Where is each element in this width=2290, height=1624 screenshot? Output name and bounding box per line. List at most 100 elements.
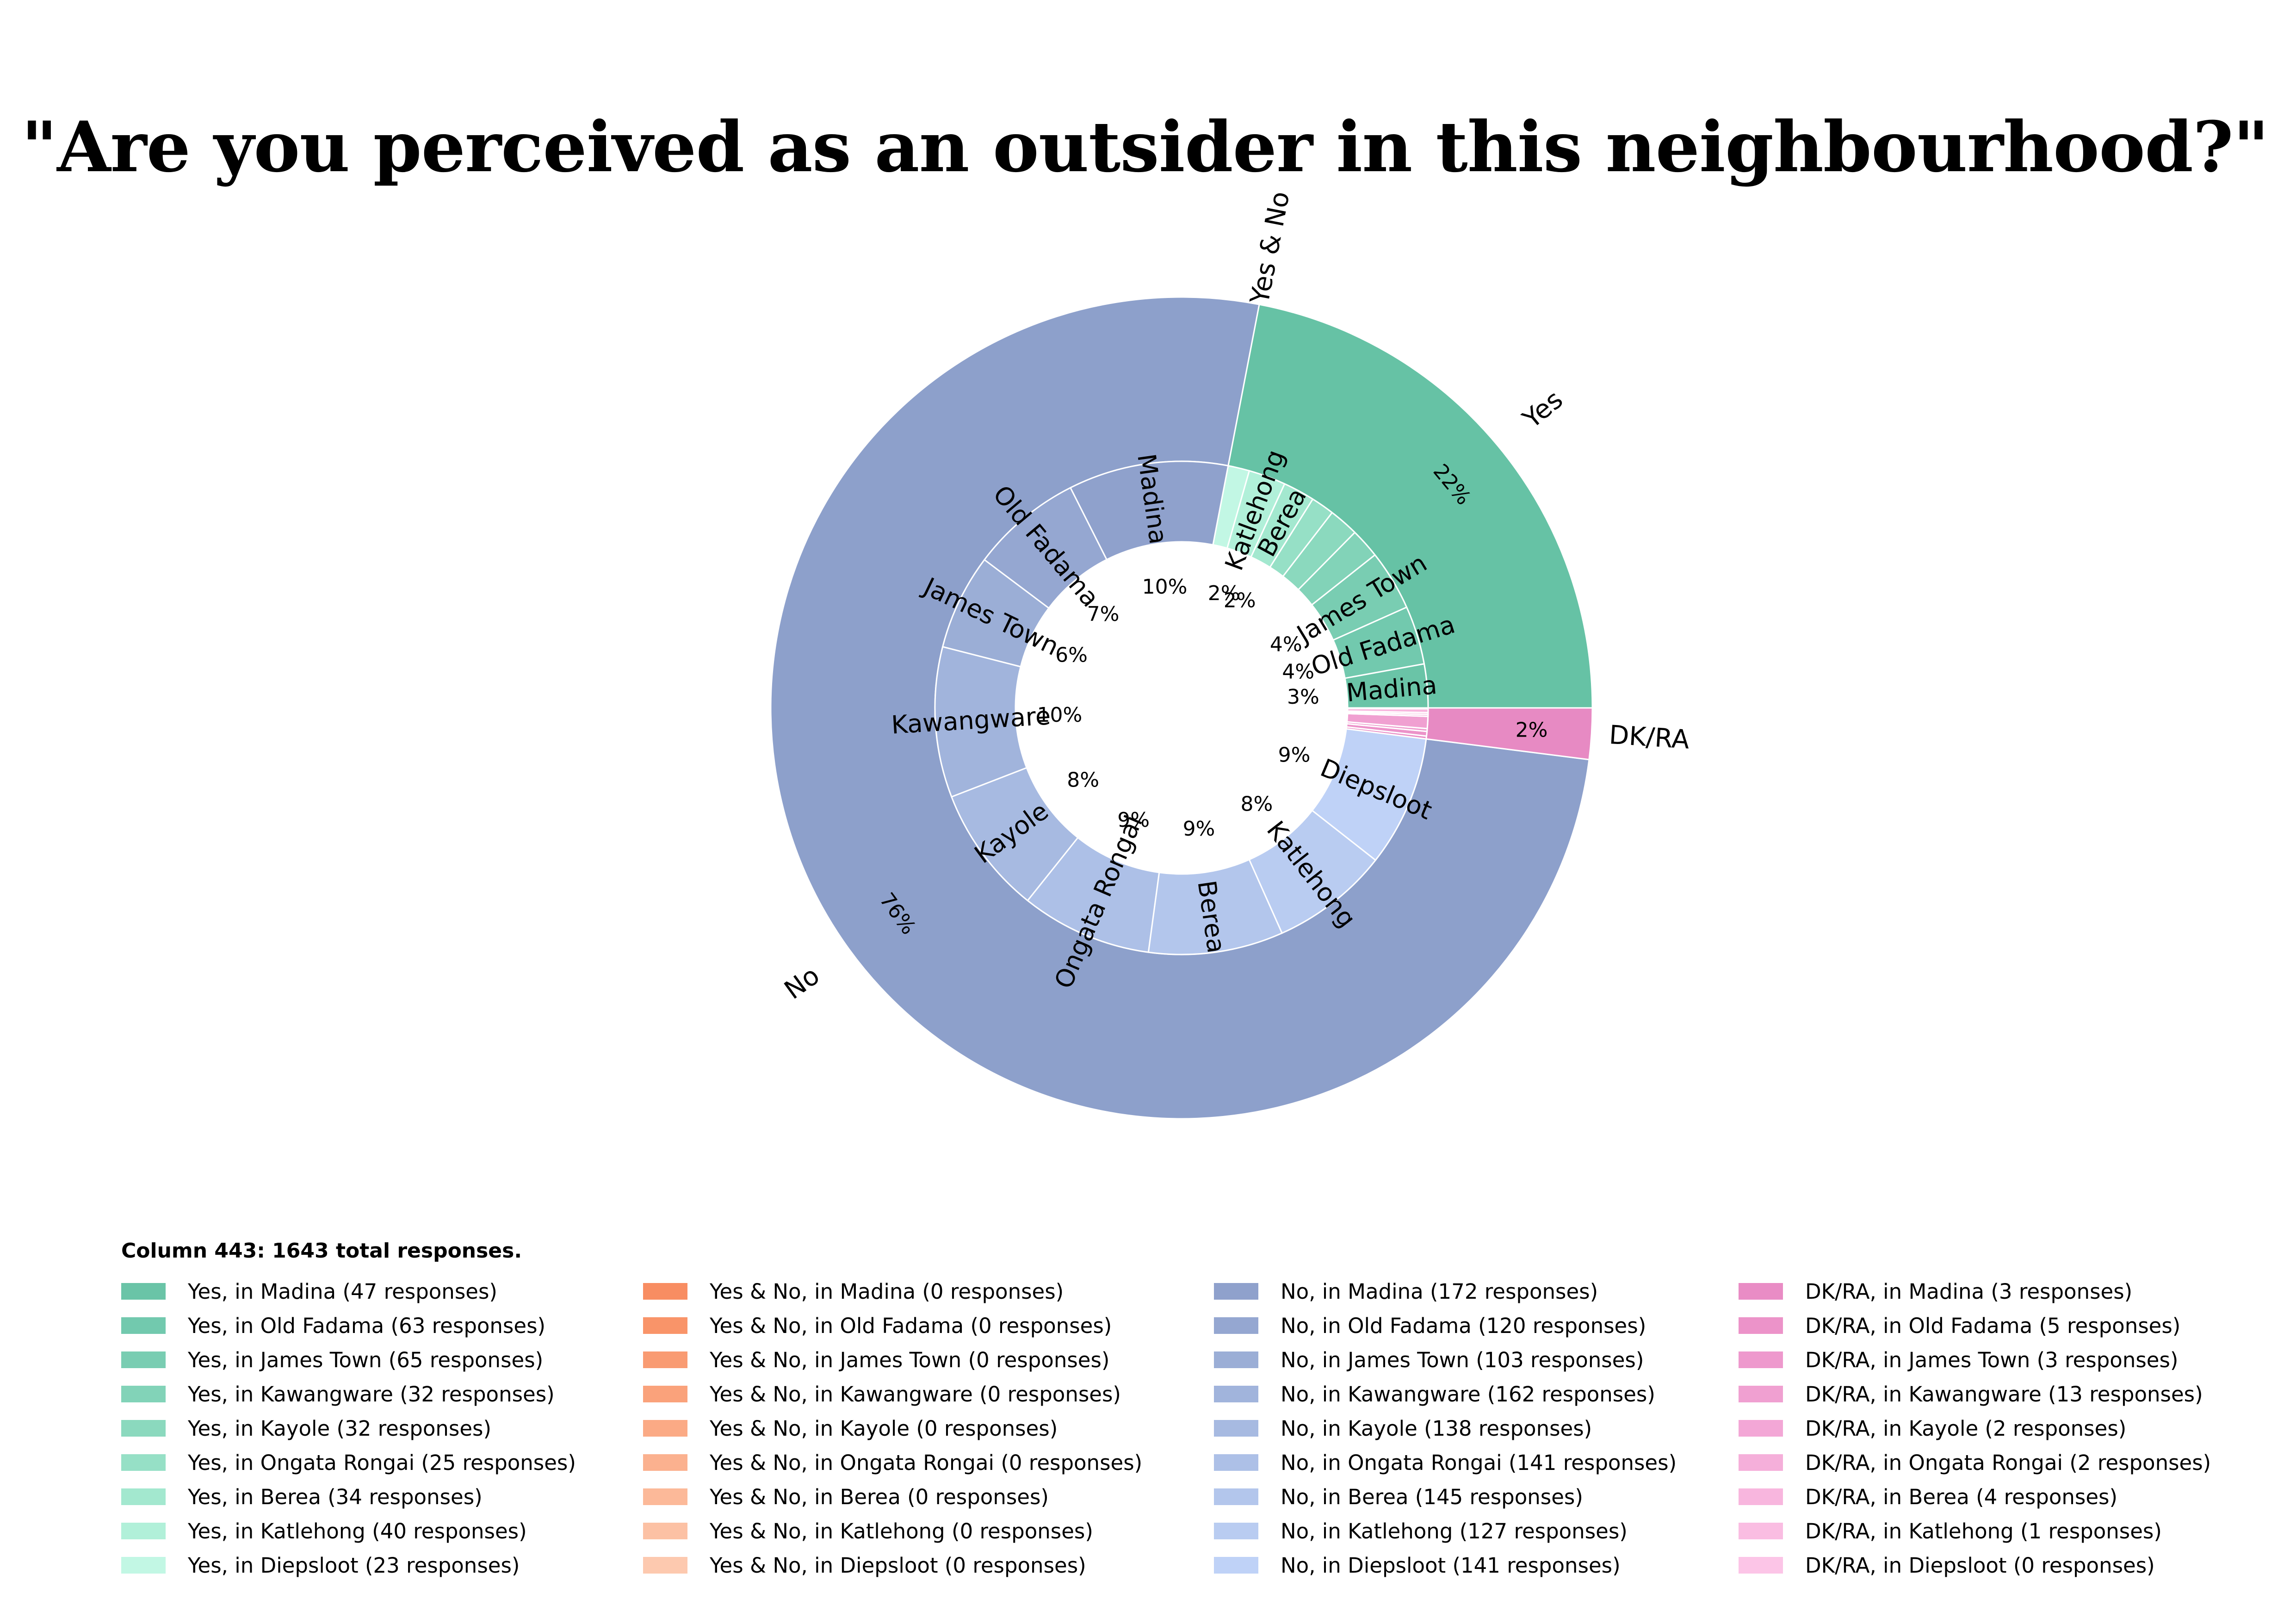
legend-item: Yes, in Kawangware (32 responses) [121, 1377, 649, 1411]
legend-item: Yes & No, in Kawangware (0 responses) [643, 1377, 1170, 1411]
legend-label: Yes, in Ongata Rongai (25 responses) [188, 1450, 576, 1475]
legend-label: DK/RA, in Kawangware (13 responses) [1805, 1382, 2203, 1407]
legend-label: Yes, in Diepsloot (23 responses) [188, 1553, 520, 1578]
inner-pct-no-14: 9% [1117, 808, 1150, 832]
legend-label: DK/RA, in Berea (4 responses) [1805, 1484, 2117, 1509]
legend-item: Yes & No, in Katlehong (0 responses) [643, 1514, 1170, 1548]
legend-swatch [643, 1283, 687, 1300]
legend-item: No, in Madina (172 responses) [1214, 1274, 1741, 1308]
legend-label: Yes & No, in Ongata Rongai (0 responses) [710, 1450, 1143, 1475]
legend-swatch [643, 1386, 687, 1402]
legend-item: Yes & No, in Diepsloot (0 responses) [643, 1548, 1170, 1582]
inner-pct-yes-0: 3% [1287, 685, 1319, 709]
legend-swatch [1739, 1420, 1783, 1437]
legend-label: Yes & No, in Madina (0 responses) [710, 1279, 1064, 1304]
legend-label: No, in Kayole (138 responses) [1281, 1416, 1592, 1441]
legend-label: No, in Madina (172 responses) [1281, 1279, 1598, 1304]
inner-pct-no-12: 10% [1037, 703, 1083, 727]
legend-swatch [121, 1557, 166, 1574]
legend-swatch [121, 1317, 166, 1334]
legend-item: Yes, in Kayole (32 responses) [121, 1411, 649, 1445]
legend-swatch [1739, 1557, 1783, 1574]
legend-swatch [643, 1557, 687, 1574]
legend-item: DK/RA, in Berea (4 responses) [1739, 1480, 2266, 1514]
legend-swatch [1214, 1351, 1258, 1368]
legend-swatch [1214, 1454, 1258, 1471]
legend-item: Yes & No, in Old Fadama (0 responses) [643, 1308, 1170, 1343]
inner-pct-no-17: 9% [1278, 743, 1311, 767]
legend-label: DK/RA, in James Town (3 responses) [1805, 1347, 2179, 1372]
legend-column-yes: Yes, in Madina (47 responses) Yes, in Old… [121, 1274, 649, 1582]
inner-pct-no-10: 7% [1087, 602, 1120, 626]
legend: Column 443: 1643 total responses. Yes, i… [121, 1239, 2249, 1578]
legend-label: Yes, in Kayole (32 responses) [188, 1416, 492, 1441]
legend-label: Yes & No, in Berea (0 responses) [710, 1484, 1049, 1509]
legend-item: DK/RA, in Diepsloot (0 responses) [1739, 1548, 2266, 1582]
legend-swatch [1739, 1523, 1783, 1539]
inner-slice-dk-ra-25 [1347, 707, 1429, 710]
legend-column-yes-no: Yes & No, in Madina (0 responses) Yes & N… [643, 1274, 1170, 1582]
legend-label: Yes, in Kawangware (32 responses) [188, 1382, 555, 1407]
legend-label: Yes & No, in Diepsloot (0 responses) [710, 1553, 1086, 1578]
legend-item: Yes, in Katlehong (40 responses) [121, 1514, 649, 1548]
legend-item: DK/RA, in Ongata Rongai (2 responses) [1739, 1445, 2266, 1480]
legend-swatch [121, 1488, 166, 1505]
legend-swatch [643, 1420, 687, 1437]
legend-swatch [121, 1351, 166, 1368]
legend-swatch [643, 1454, 687, 1471]
legend-item: Yes, in Old Fadama (63 responses) [121, 1308, 649, 1343]
legend-item: Yes & No, in Kayole (0 responses) [643, 1411, 1170, 1445]
legend-swatch [1214, 1386, 1258, 1402]
legend-label: DK/RA, in Ongata Rongai (2 responses) [1805, 1450, 2211, 1475]
legend-item: No, in Kayole (138 responses) [1214, 1411, 1741, 1445]
legend-item: No, in Diepsloot (141 responses) [1214, 1548, 1741, 1582]
legend-item: Yes, in James Town (65 responses) [121, 1343, 649, 1377]
legend-swatch [1739, 1386, 1783, 1402]
legend-label: No, in James Town (103 responses) [1281, 1347, 1644, 1372]
legend-swatch [1214, 1523, 1258, 1539]
legend-swatch [1739, 1351, 1783, 1368]
legend-item: DK/RA, in Kayole (2 responses) [1739, 1411, 2266, 1445]
legend-item: DK/RA, in Katlehong (1 responses) [1739, 1514, 2266, 1548]
legend-item: Yes & No, in James Town (0 responses) [643, 1343, 1170, 1377]
legend-swatch [643, 1351, 687, 1368]
legend-item: Yes, in Madina (47 responses) [121, 1274, 649, 1308]
legend-label: DK/RA, in Kayole (2 responses) [1805, 1416, 2127, 1441]
legend-item: DK/RA, in Kawangware (13 responses) [1739, 1377, 2266, 1411]
legend-label: No, in Diepsloot (141 responses) [1281, 1553, 1621, 1578]
legend-label: No, in Ongata Rongai (141 responses) [1281, 1450, 1677, 1475]
legend-label: No, in Berea (145 responses) [1281, 1484, 1583, 1509]
legend-label: Yes, in Old Fadama (63 responses) [188, 1313, 546, 1338]
legend-label: DK/RA, in Katlehong (1 responses) [1805, 1519, 2162, 1543]
legend-swatch [121, 1283, 166, 1300]
legend-item: DK/RA, in James Town (3 responses) [1739, 1343, 2266, 1377]
legend-label: Yes & No, in Katlehong (0 responses) [710, 1519, 1093, 1543]
outer-label-yes: Yes [1517, 384, 1569, 434]
inner-pct-no-13: 8% [1067, 769, 1099, 792]
legend-swatch [1739, 1454, 1783, 1471]
legend-header: Column 443: 1643 total responses. [121, 1239, 522, 1263]
legend-label: DK/RA, in Madina (3 responses) [1805, 1279, 2133, 1304]
legend-swatch [121, 1386, 166, 1402]
inner-pct-no-11: 6% [1055, 643, 1088, 667]
legend-swatch [643, 1317, 687, 1334]
legend-label: Yes & No, in Kawangware (0 responses) [710, 1382, 1121, 1407]
legend-label: Yes & No, in James Town (0 responses) [710, 1347, 1110, 1372]
legend-item: DK/RA, in Old Fadama (5 responses) [1739, 1308, 2266, 1343]
legend-label: Yes, in Berea (34 responses) [188, 1484, 483, 1509]
legend-item: No, in Katlehong (127 responses) [1214, 1514, 1741, 1548]
legend-item: No, in Kawangware (162 responses) [1214, 1377, 1741, 1411]
legend-swatch [1739, 1317, 1783, 1334]
inner-pct-no-9: 10% [1142, 575, 1188, 599]
legend-swatch [1739, 1283, 1783, 1300]
legend-column-dkra: DK/RA, in Madina (3 responses) DK/RA, in … [1739, 1274, 2266, 1582]
legend-swatch [1739, 1488, 1783, 1505]
legend-item: Yes & No, in Berea (0 responses) [643, 1480, 1170, 1514]
outer-label-dk-ra: DK/RA [1608, 720, 1690, 755]
outer-label-no: No [779, 961, 825, 1005]
inner-pct-no-15: 9% [1183, 817, 1215, 841]
legend-swatch [121, 1420, 166, 1437]
inner-pct-yes-6: 2% [1224, 589, 1256, 612]
legend-item: Yes, in Berea (34 responses) [121, 1480, 649, 1514]
